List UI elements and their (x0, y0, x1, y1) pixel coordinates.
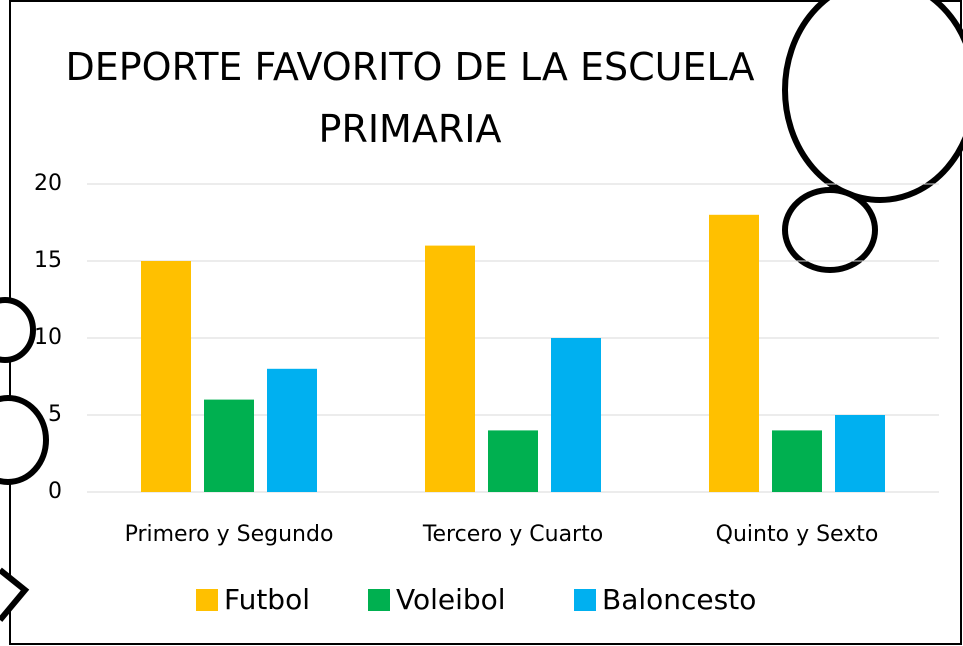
page: 0 5 10 15 20 Primero y Segundo Tercero y Cuart… (0, 0, 963, 646)
bar (488, 430, 538, 492)
bar (709, 215, 759, 492)
x-tick-label: Tercero y Cuarto (422, 522, 603, 547)
bar (141, 261, 191, 492)
bar (551, 338, 601, 492)
bar (425, 246, 475, 492)
bar (204, 400, 254, 492)
bar (835, 415, 885, 492)
legend-swatch (196, 589, 218, 611)
x-tick-label: Primero y Segundo (125, 522, 334, 547)
legend-label: Futbol (224, 583, 310, 616)
decoration-shape (0, 300, 33, 360)
legend-label: Baloncesto (602, 583, 756, 616)
y-tick-label: 10 (34, 325, 62, 350)
legend-swatch (368, 589, 390, 611)
decoration-shape (0, 570, 25, 620)
legend-label: Voleibol (396, 583, 506, 616)
y-tick-label: 5 (48, 402, 62, 427)
y-tick-label: 15 (34, 248, 62, 273)
bar (267, 369, 317, 492)
bar (772, 430, 822, 492)
chart-title: DEPORTE FAVORITO DE LA ESCUELA PRIMARIA (30, 36, 790, 160)
y-tick-label: 0 (48, 479, 62, 504)
y-tick-label: 20 (34, 171, 62, 196)
decoration-shape (785, 190, 875, 270)
legend-swatch (574, 589, 596, 611)
decoration-shape (0, 398, 46, 482)
decoration-shape (785, 0, 963, 200)
x-tick-label: Quinto y Sexto (716, 522, 879, 547)
